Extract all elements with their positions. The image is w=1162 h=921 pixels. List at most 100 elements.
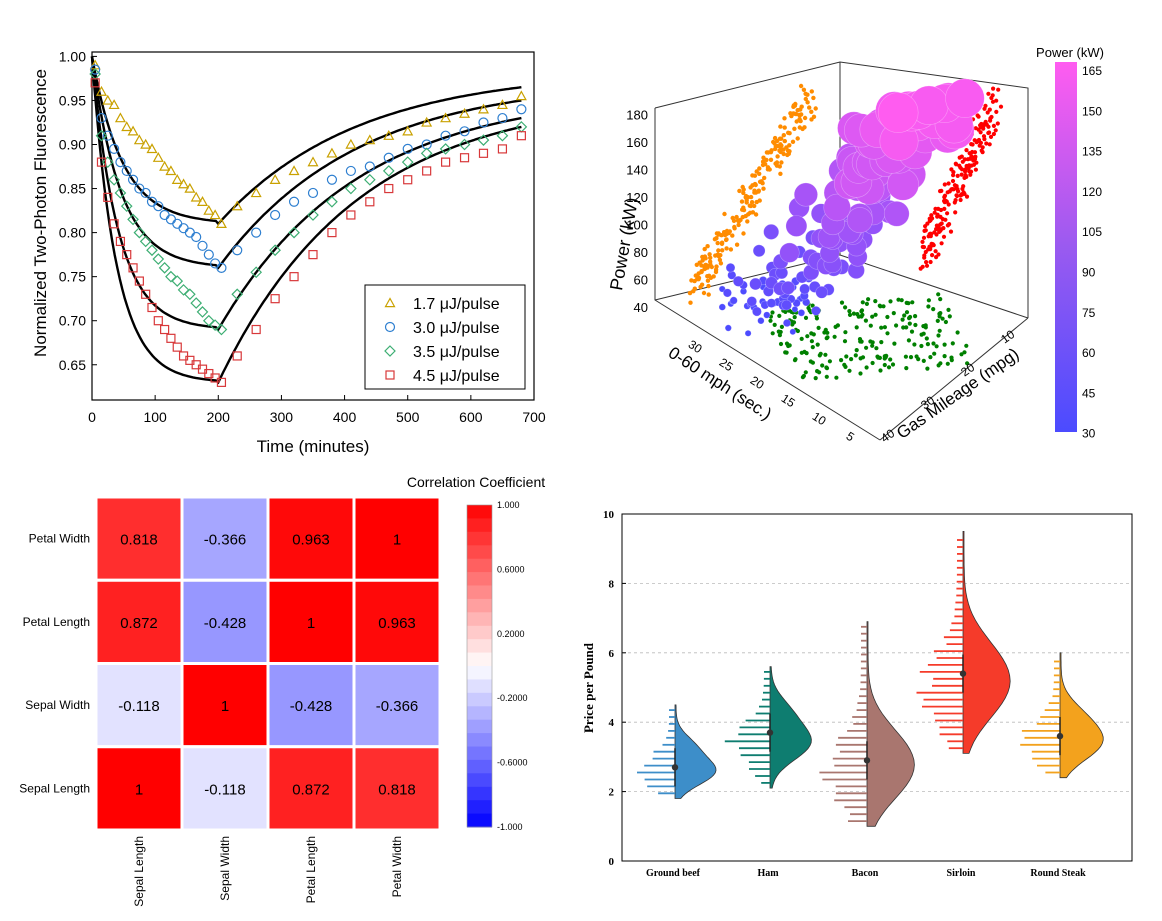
projection-point [926,304,931,309]
projection-point [799,336,804,341]
projection-point [945,211,950,216]
heatmap-column-label: Petal Width [390,836,404,897]
projection-point [979,121,984,127]
heatmap-cell [94,745,184,832]
projection-point [934,344,939,349]
projection-point [886,365,892,370]
projection-point [908,314,913,320]
projection-point [817,353,822,358]
x-tick-label: 10 [810,409,829,428]
triangle-marker [269,174,281,184]
projection-point [714,231,720,236]
projection-point [955,173,960,178]
triangle-marker [326,147,338,158]
projection-point [807,105,812,110]
projection-point [973,154,978,159]
projection-point [843,364,848,369]
projection-point [847,368,852,373]
power-bubble [752,306,762,317]
projection-point [904,310,910,315]
projection-point [979,148,984,153]
triangle-marker [152,151,164,162]
y-tick-label: 0.80 [59,225,86,241]
projection-point [951,187,956,192]
projection-point [799,350,804,355]
x-tick-label: 400 [333,409,357,425]
projection-point [924,260,929,265]
projection-point [717,257,723,263]
projection-point [772,322,777,327]
diamond-marker [108,173,120,186]
projection-point [809,117,814,122]
y-tick-label: 0.85 [59,181,86,197]
colorbar-segment [467,612,492,627]
triangle-marker [402,125,414,136]
colorbar-tick-label: -0.6000 [497,758,528,768]
projection-point [741,190,746,196]
heatmap-cell [352,745,442,832]
projection-point [810,303,815,308]
x-tick-label: 100 [143,409,167,425]
projection-point [931,341,936,346]
colorbar-segment [467,598,492,613]
projection-point [982,106,987,111]
projection-point [946,181,951,186]
legend-entry-label: 4.5 μJ/pulse [413,368,500,385]
square-marker [141,289,151,299]
projection-point [859,309,864,314]
projection-point [962,175,967,180]
projection-point [932,210,937,215]
projection-point [746,212,751,217]
projection-point [859,314,864,319]
power-colorbar-title: Power (kW) [1036,45,1104,60]
projection-point [938,311,943,316]
projection-point [906,338,912,343]
projection-point [777,136,783,141]
projection-point [874,346,879,351]
projection-point [908,355,914,360]
projection-point [933,249,938,254]
median-dot [863,757,871,764]
projection-point [932,230,937,235]
square-marker [478,148,489,158]
heatmap-cell [352,495,442,582]
projection-point [797,112,802,118]
projection-point [764,157,769,163]
projection-point [888,299,893,304]
projection-point [993,128,998,133]
z-tick-label: 120 [626,190,648,205]
diamond-marker [477,134,490,146]
triangle-marker [288,165,300,176]
circle-marker [440,130,451,141]
projection-point [953,210,958,215]
square-marker [497,144,508,154]
projection-point [939,221,944,226]
projection-point [689,278,694,283]
power-bubble [725,262,736,273]
power-bubble [749,277,762,291]
projection-point [903,354,909,359]
diamond-marker [139,235,152,248]
circle-marker [288,196,300,207]
triangle-marker [178,178,190,189]
heatmap-cell-value: 1 [393,532,401,549]
circle-marker [140,187,151,199]
projection-point [978,130,983,135]
heatmap-cell-value: 0.872 [292,781,330,798]
triangle-marker [515,90,527,101]
circle-marker [108,143,120,155]
projection-point [882,354,887,359]
projection-point [960,159,965,164]
diamond-marker [384,345,396,357]
heatmap-cell [94,495,184,582]
projection-point [824,374,829,379]
projection-point [842,339,848,344]
y-tick-label: 0.75 [59,269,86,285]
projection-point [768,157,774,162]
projection-point [882,362,887,368]
violin-density [769,666,812,789]
projection-point [827,359,833,364]
projection-point [988,134,994,139]
projection-point [770,310,775,315]
projection-point [811,95,816,101]
